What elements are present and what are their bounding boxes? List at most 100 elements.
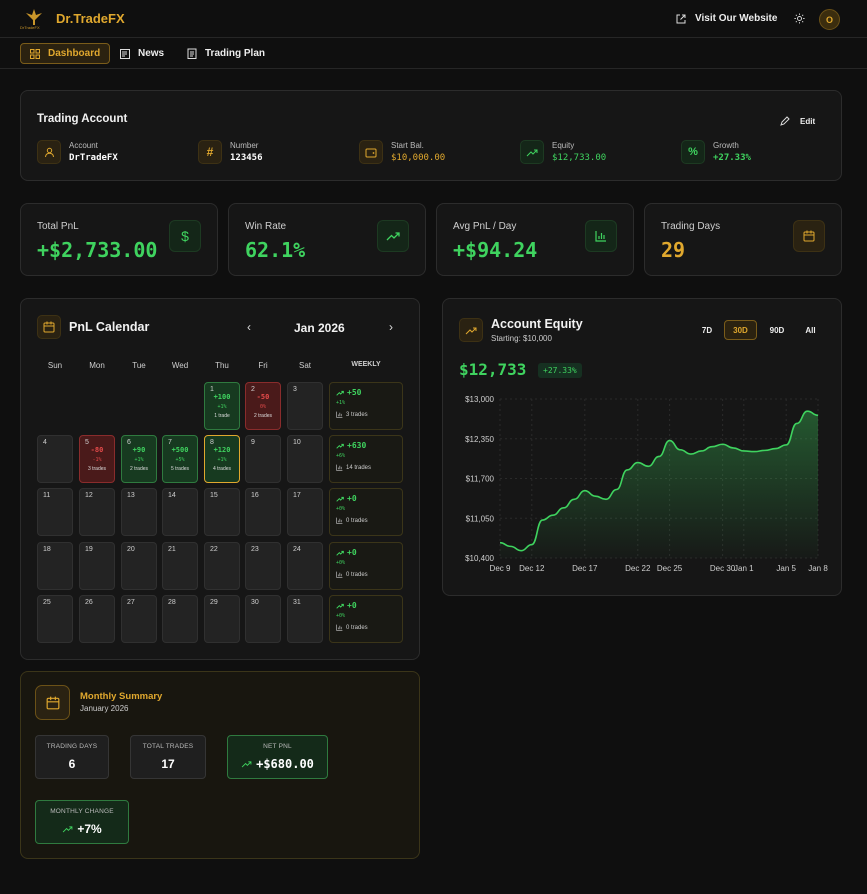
calendar-day[interactable]: 21 [162,542,198,590]
weekly-percent: +6% [336,453,346,459]
calendar-day[interactable]: 29 [204,595,240,643]
range-30d[interactable]: 30D [724,320,757,340]
day-pnl: -50 [256,393,270,401]
weekday-sun: Sun [47,361,63,370]
number-value: 123456 [230,153,263,163]
trading-days-card: Trading Days 29 [644,203,842,276]
total-pnl-card: Total PnL +$2,733.00 $ [20,203,218,276]
calendar-day[interactable]: 3 [287,382,323,430]
day-number: 3 [293,386,297,393]
calendar-day[interactable]: 24 [287,542,323,590]
day-number: 18 [43,546,51,553]
day-number: 1 [210,386,214,393]
x-tick-label: Jan 8 [808,564,828,573]
calendar-day[interactable]: 22 [204,542,240,590]
weekly-pnl: +0 [347,548,357,557]
nav-trading-plan[interactable]: Trading Plan [178,43,274,64]
calendar-day[interactable]: 25 [37,595,73,643]
range-7d[interactable]: 7D [701,325,713,335]
day-pnl: +500 [171,446,189,454]
pencil-icon [780,116,790,126]
equity-value: $12,733.00 [552,153,607,163]
day-number: 12 [85,492,93,499]
monthly-summary-subtitle: January 2026 [80,704,129,713]
nav-news[interactable]: News [110,43,173,64]
calendar-day[interactable]: 9 [245,435,281,483]
calendar-day[interactable]: 6 +90 +1% 2 trades [121,435,157,483]
day-number: 15 [210,492,218,499]
calendar-day[interactable]: 20 [121,542,157,590]
calendar-day[interactable]: 17 [287,488,323,536]
clipboard-icon [187,48,197,59]
calendar-day[interactable]: 5 -80 -1% 3 trades [79,435,115,483]
calendar-day[interactable]: 19 [79,542,115,590]
avatar[interactable]: O [819,9,840,30]
nav-trading-plan-label: Trading Plan [205,48,266,59]
brand-name[interactable]: Dr.TradeFX [56,11,125,26]
calendar-day[interactable]: 10 [287,435,323,483]
range-all[interactable]: All [805,325,816,335]
total-pnl-value: +$2,733.00 [37,238,158,262]
day-trades: 2 trades [129,466,149,472]
calendar-day[interactable]: 4 [37,435,73,483]
equity-label: Equity [552,141,575,150]
number-label: Number [230,141,259,150]
day-number: 30 [251,599,259,606]
calendar-day[interactable]: 13 [121,488,157,536]
trading-days-value: 29 [661,238,686,262]
calendar-day[interactable]: 15 [204,488,240,536]
main-nav: Dashboard News Trading Plan [0,39,867,69]
prev-month-button[interactable]: ‹ [247,320,251,334]
calendar-day[interactable]: 23 [245,542,281,590]
visit-website-link[interactable]: Visit Our Website [676,13,777,24]
nav-dashboard[interactable]: Dashboard [20,43,111,64]
calendar-day[interactable]: 1 +100 +1% 1 trade [204,382,240,430]
calendar-day[interactable]: 30 [245,595,281,643]
day-pnl: -80 [90,446,104,454]
day-percent: +5% [175,457,185,463]
win-rate-card: Win Rate 62.1% [228,203,426,276]
calendar-day[interactable]: 14 [162,488,198,536]
y-tick-label: $13,000 [465,395,494,404]
equity-growth-badge: +27.33% [538,363,582,378]
calendar-day[interactable]: 27 [121,595,157,643]
account-value: DrTradeFX [69,153,118,163]
logo-icon[interactable] [22,7,46,31]
y-tick-label: $12,350 [465,435,494,444]
day-number: 27 [127,599,135,606]
day-percent: -1% [92,457,102,463]
day-number: 25 [43,599,51,606]
trading-days-label: TRADING DAYS [46,743,98,750]
calendar-day[interactable]: 11 [37,488,73,536]
calendar-day[interactable]: 12 [79,488,115,536]
x-tick-label: Dec 30 [710,564,736,573]
calendar-day[interactable]: 26 [79,595,115,643]
day-percent: +1% [134,457,144,463]
growth-label: Growth [713,141,739,150]
calendar-day[interactable]: 28 [162,595,198,643]
calendar-day[interactable]: 31 [287,595,323,643]
calendar-day[interactable]: 18 [37,542,73,590]
trading-account-title: Trading Account [37,113,128,125]
calendar-day[interactable]: 2 -50 0% 2 trades [245,382,281,430]
monthly-summary-card: Monthly Summary January 2026 TRADING DAY… [20,671,420,859]
day-number: 19 [85,546,93,553]
day-number: 4 [43,439,47,446]
theme-toggle-icon[interactable] [794,13,805,24]
calendar-day[interactable]: 16 [245,488,281,536]
calendar-day[interactable]: 8 +120 +1% 4 trades [204,435,240,483]
weekly-summary: +0 +0% 0 trades [329,488,403,536]
range-90d[interactable]: 90D [769,325,785,335]
next-month-button[interactable]: › [389,320,393,334]
edit-button[interactable]: Edit [780,116,815,126]
trading-days-count: 6 [68,757,76,771]
equity-line [499,410,819,552]
y-tick-label: $11,700 [466,475,495,484]
weekly-percent: +0% [336,506,346,512]
day-number: 28 [168,599,176,606]
day-number: 16 [251,492,259,499]
account-label: Account [69,141,98,150]
equity-title: Account Equity [491,317,583,331]
calendar-day[interactable]: 7 +500 +5% 5 trades [162,435,198,483]
